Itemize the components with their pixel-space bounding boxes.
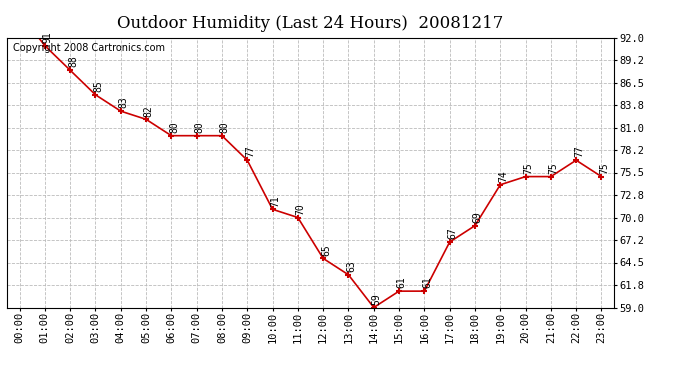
Text: 71: 71 [270,195,280,207]
Text: 77: 77 [245,146,255,158]
Text: 85: 85 [93,80,104,92]
Text: 67: 67 [447,228,457,239]
Text: 88: 88 [68,56,78,68]
Text: 70: 70 [295,203,306,215]
Text: 75: 75 [599,162,609,174]
Text: 82: 82 [144,105,154,117]
Text: 61: 61 [397,277,407,288]
Text: 59: 59 [371,293,382,305]
Text: 74: 74 [498,170,508,182]
Text: 69: 69 [473,211,483,223]
Text: 83: 83 [119,97,128,108]
Text: Outdoor Humidity (Last 24 Hours)  20081217: Outdoor Humidity (Last 24 Hours) 2008121… [117,15,504,32]
Text: 75: 75 [549,162,559,174]
Text: Copyright 2008 Cartronics.com: Copyright 2008 Cartronics.com [13,43,165,53]
Text: 80: 80 [195,121,204,133]
Text: 80: 80 [169,121,179,133]
Text: 61: 61 [422,277,432,288]
Text: 95: 95 [0,374,1,375]
Text: 63: 63 [346,260,356,272]
Text: 65: 65 [321,244,331,256]
Text: 77: 77 [574,146,584,158]
Text: 80: 80 [219,121,230,133]
Text: 75: 75 [523,162,533,174]
Text: 91: 91 [43,31,52,43]
